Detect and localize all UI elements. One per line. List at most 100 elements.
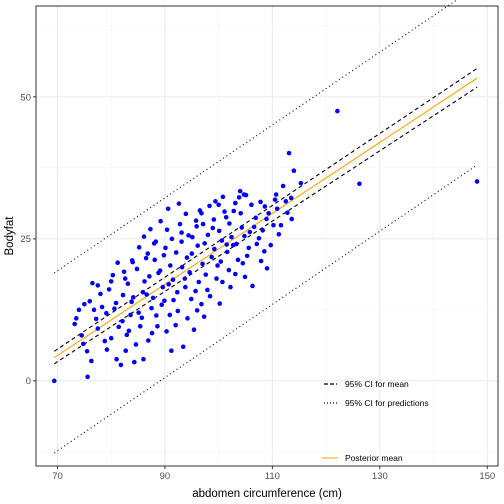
data-point [90, 280, 95, 286]
data-point [202, 241, 207, 246]
data-point [285, 210, 290, 216]
data-point [258, 258, 264, 264]
data-point [133, 342, 139, 347]
data-point [222, 209, 227, 214]
data-point [199, 301, 204, 307]
data-point [236, 195, 242, 200]
data-point [235, 257, 241, 263]
data-point [194, 308, 200, 313]
x-tick-label: 70 [52, 471, 63, 482]
data-point [85, 374, 90, 380]
data-point [93, 316, 99, 322]
data-point [161, 253, 167, 258]
data-point [148, 226, 153, 232]
data-point [163, 245, 168, 251]
data-point [108, 279, 114, 284]
data-point [224, 242, 230, 247]
data-point [165, 206, 171, 212]
data-point [173, 322, 178, 328]
data-point [169, 348, 174, 354]
data-point [145, 251, 151, 256]
data-point [123, 348, 129, 354]
data-point [152, 257, 158, 263]
data-point [187, 270, 192, 275]
data-point [216, 202, 221, 208]
data-point [240, 260, 246, 266]
data-point [179, 230, 184, 235]
data-point [213, 199, 218, 204]
data-point [243, 192, 249, 198]
data-point [474, 179, 480, 184]
data-point [104, 347, 110, 352]
data-point [82, 301, 87, 307]
data-point [262, 204, 268, 209]
data-point [150, 295, 156, 301]
data-point [124, 332, 130, 338]
data-point [177, 221, 183, 227]
data-point [136, 245, 142, 250]
data-point [142, 279, 147, 284]
data-point [186, 233, 191, 238]
data-point [120, 318, 125, 324]
data-point [121, 269, 127, 275]
y-tick-label: 0 [26, 376, 31, 387]
legend: 95% CI for mean 95% CI for predictions P… [322, 379, 429, 463]
data-point [160, 284, 166, 290]
data-point [251, 224, 257, 230]
data-point [130, 295, 136, 300]
data-point [95, 283, 101, 288]
data-point [214, 276, 219, 281]
data-point [182, 276, 188, 281]
y-tick-label: 25 [20, 234, 31, 245]
data-point [196, 279, 202, 285]
data-point [190, 234, 195, 240]
data-point [129, 258, 135, 263]
data-point [215, 263, 220, 268]
data-point [115, 260, 120, 265]
data-point [149, 305, 154, 311]
data-point [125, 281, 131, 287]
ci-mean-upper-line [53, 68, 478, 352]
data-point [116, 324, 122, 330]
data-point [167, 312, 173, 318]
data-point [179, 239, 184, 244]
data-point [211, 217, 217, 222]
data-point [118, 362, 124, 368]
data-point [164, 329, 169, 334]
data-point [110, 272, 116, 278]
legend-entry-posterior-mean: Posterior mean [322, 453, 403, 463]
data-point [205, 232, 211, 238]
data-point [233, 271, 238, 277]
data-point [229, 234, 234, 240]
legend-entry-ci-mean: 95% CI for mean [324, 379, 409, 389]
data-point [209, 254, 214, 260]
data-point [195, 243, 200, 248]
data-point [212, 246, 217, 252]
data-point [99, 304, 105, 310]
data-point [217, 301, 223, 306]
data-point [242, 274, 248, 280]
data-point [120, 292, 126, 298]
data-point [108, 335, 114, 341]
data-point [244, 253, 250, 259]
data-point [226, 267, 232, 273]
data-point [185, 316, 190, 321]
data-point [113, 300, 119, 306]
data-point [140, 289, 146, 295]
data-point [112, 306, 117, 311]
data-point [260, 228, 266, 233]
data-point [280, 183, 286, 189]
data-point [132, 359, 137, 365]
data-point [183, 211, 189, 217]
data-point [264, 216, 269, 222]
data-point [197, 208, 203, 213]
data-point [205, 287, 210, 293]
data-point [224, 249, 230, 255]
data-point [203, 272, 209, 277]
data-point [102, 338, 108, 344]
data-point [114, 356, 119, 362]
x-axis-title: abdomen circumference (cm) [192, 488, 342, 500]
data-point [72, 321, 77, 327]
data-point [262, 249, 267, 254]
